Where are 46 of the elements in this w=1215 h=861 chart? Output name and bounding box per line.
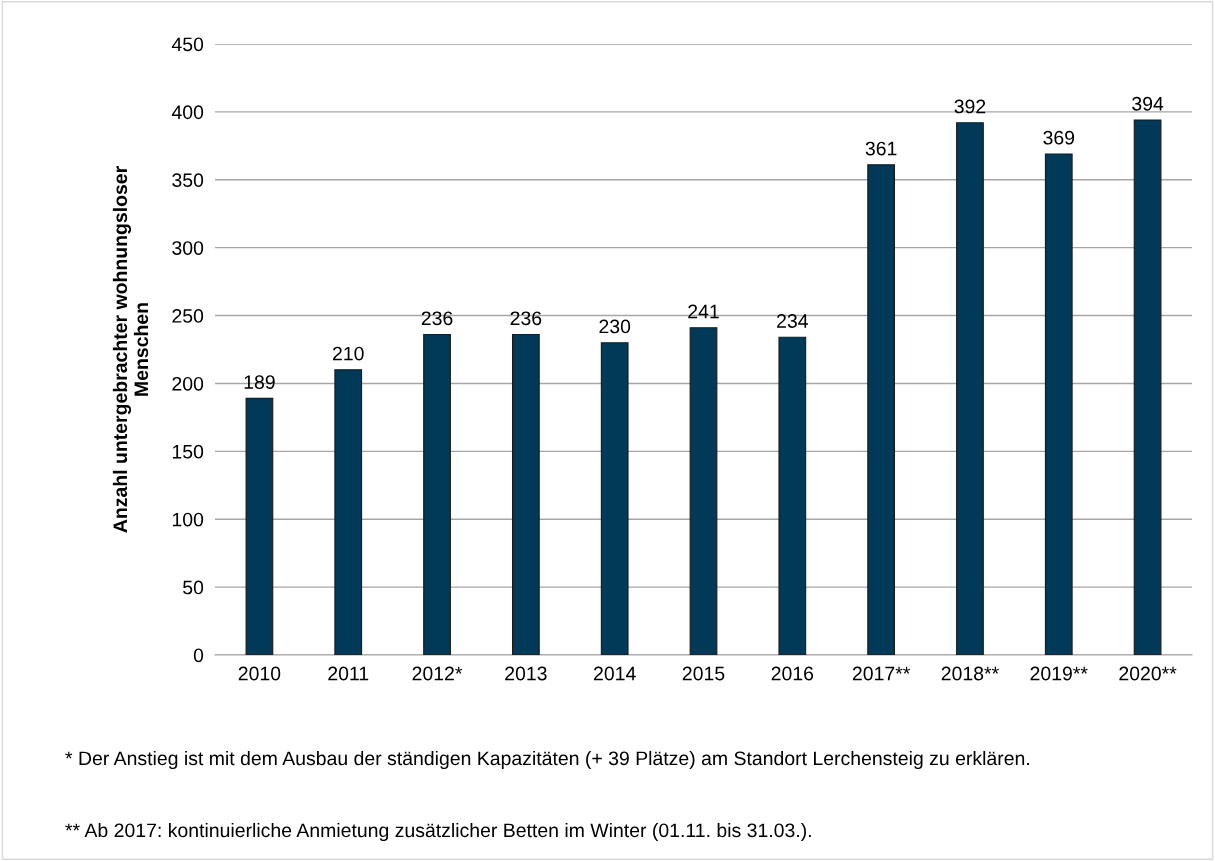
bar bbox=[956, 122, 984, 655]
data-label: 394 bbox=[1132, 96, 1164, 111]
y-tick-label: 400 bbox=[171, 105, 204, 120]
data-label: 236 bbox=[510, 311, 542, 326]
x-tick-label: 2016 bbox=[771, 666, 814, 681]
bar bbox=[689, 327, 718, 655]
bar bbox=[423, 334, 451, 655]
bar bbox=[245, 397, 274, 655]
y-tick-label: 450 bbox=[171, 37, 204, 52]
y-tick-label: 250 bbox=[172, 309, 204, 323]
data-label: 230 bbox=[599, 319, 631, 334]
x-tick-label: 2018** bbox=[941, 666, 999, 681]
x-tick-label: 2017** bbox=[852, 666, 911, 681]
data-label: 236 bbox=[421, 311, 453, 326]
y-tick-label: 0 bbox=[193, 648, 204, 663]
data-label: 392 bbox=[954, 99, 986, 114]
bar bbox=[1044, 153, 1073, 655]
bar bbox=[778, 336, 807, 655]
x-tick-label: 2015 bbox=[682, 666, 725, 681]
y-tick-label: 300 bbox=[172, 241, 204, 255]
text: * Der Anstieg ist mit dem Ausbau der ständigen Kapazitäten (+ 39 Plätze) am Standort Lerchensteig zu erklären. bbox=[65, 750, 1029, 770]
y-tick-label: 200 bbox=[172, 376, 204, 391]
x-tick-label: 2010 bbox=[238, 666, 281, 681]
x-tick-label: 2013 bbox=[505, 666, 547, 681]
data-label: 369 bbox=[1043, 130, 1075, 145]
y-tick-label: 150 bbox=[172, 444, 204, 459]
y-tick-label: 100 bbox=[172, 512, 204, 527]
data-label: 241 bbox=[688, 304, 719, 319]
bar bbox=[511, 334, 540, 655]
y-tick-label: 50 bbox=[183, 580, 204, 595]
bar bbox=[334, 369, 363, 655]
data-label: 361 bbox=[865, 141, 897, 156]
data-label: 210 bbox=[332, 346, 364, 361]
x-tick-label: 2020** bbox=[1119, 666, 1177, 681]
text: ** Ab 2017: kontinuierliche Anmietung zusätzlicher Betten im Winter (01.11. bis 31.03.). bbox=[65, 822, 811, 842]
x-tick-label: 2012* bbox=[412, 666, 463, 681]
x-tick-label: 2011 bbox=[328, 666, 369, 681]
y-tick-label: 350 bbox=[172, 173, 204, 188]
data-label: 189 bbox=[244, 375, 275, 389]
y-axis-title: Anzahl untergebrachter wohnungsloser Menschen bbox=[112, 166, 149, 533]
bar bbox=[867, 164, 896, 655]
bar bbox=[1133, 119, 1162, 655]
x-tick-label: 2019** bbox=[1030, 666, 1088, 681]
bar bbox=[600, 342, 629, 655]
data-label: 234 bbox=[777, 314, 808, 328]
x-tick-label: 2014 bbox=[594, 666, 636, 681]
